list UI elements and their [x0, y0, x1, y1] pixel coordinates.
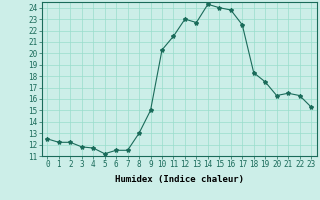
X-axis label: Humidex (Indice chaleur): Humidex (Indice chaleur) [115, 175, 244, 184]
